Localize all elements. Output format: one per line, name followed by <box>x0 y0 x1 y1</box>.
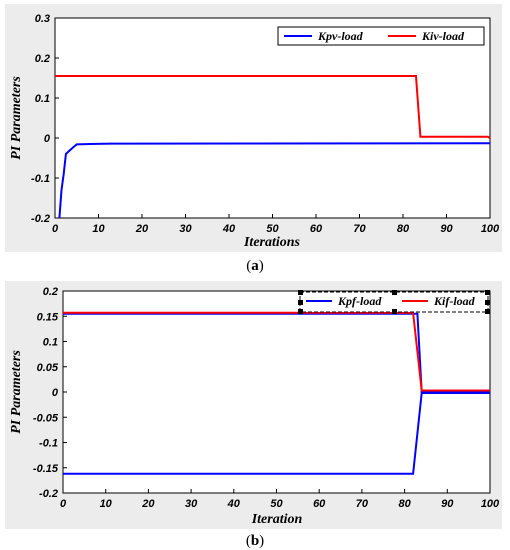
chart-b-legend-handle-4 <box>298 300 303 305</box>
chart-b-legend: Kpf-load Kif-load <box>298 290 490 314</box>
chart-b-y-axis-label: PI Parameters <box>9 350 24 434</box>
chart-a-x-tick-label: 90 <box>440 223 453 235</box>
chart-b-x-tick-label: 30 <box>185 498 198 510</box>
chart-b-x-tick-label: 90 <box>441 498 454 510</box>
chart-b-x-axis-label: Iteration <box>251 512 303 527</box>
chart-b-y-tick-label: -0.1 <box>39 438 58 450</box>
chart-a-x-tick-label: 50 <box>266 223 279 235</box>
chart-b: 0 10 20 30 40 50 60 70 80 90 100 -0.2 -0.15 -0.1 -0.0… <box>5 281 502 549</box>
chart-b-x-tick-label: 40 <box>227 498 241 510</box>
chart-b-y-tick-label: 0.2 <box>43 286 58 298</box>
chart-a-y-tick-label: -0.2 <box>31 213 50 225</box>
chart-b-y-tick-label: 0.15 <box>37 311 59 323</box>
chart-a-y-axis-label: PI Parameters <box>9 76 24 160</box>
chart-a-y-tick-label: 0.2 <box>35 53 50 65</box>
chart-a-x-tick-label: 30 <box>179 223 192 235</box>
chart-b-x-tick-label: 20 <box>141 498 155 510</box>
chart-a-x-tick-label: 70 <box>353 223 366 235</box>
chart-a-x-tick-label: 60 <box>310 223 323 235</box>
chart-b-x-tick-label: 60 <box>313 498 326 510</box>
chart-b-y-tick-label: 0.05 <box>37 362 59 374</box>
chart-a-x-tick-label: 20 <box>135 223 149 235</box>
chart-a-series-line-1 <box>55 75 491 139</box>
chart-b-x-tick-label: 0 <box>60 498 67 510</box>
chart-b-legend-handle-1 <box>298 290 303 295</box>
chart-a-legend-label-kiv: Kiv-load <box>421 29 465 43</box>
chart-b-series-lines <box>63 311 490 475</box>
chart-b-x-tick-label: 100 <box>481 498 500 510</box>
chart-a-legend-box <box>277 26 485 46</box>
chart-a-legend: Kpv-load Kiv-load <box>277 26 485 46</box>
chart-b-legend-handle-6 <box>298 309 303 314</box>
chart-a-plot-area <box>54 17 491 219</box>
chart-a-x-tick-label: 0 <box>52 223 59 235</box>
chart-b-legend-handle-8 <box>485 309 490 314</box>
chart-b-y-tick-label: -0.15 <box>33 463 59 475</box>
chart-a-series-line-0 <box>58 142 491 219</box>
chart-b-x-tick-label: 70 <box>356 498 369 510</box>
chart-b-legend-handle-2 <box>392 290 397 295</box>
chart-a-legend-label-kpv: Kpv-load <box>317 29 364 43</box>
chart-b-legend-label-kpf: Kpf-load <box>337 294 382 308</box>
chart-b-caption: (b) <box>246 533 264 549</box>
chart-b-y-tick-label: 0.1 <box>43 337 58 349</box>
chart-a-y-tick-label: -0.1 <box>31 173 50 185</box>
chart-a-y-ticks: -0.2 -0.1 0 0.1 0.2 0.3 <box>31 13 59 225</box>
chart-a-caption: (a) <box>246 258 264 274</box>
chart-b-legend-handle-7 <box>392 309 397 314</box>
chart-b-legend-handle-3 <box>485 290 490 295</box>
chart-a-y-tick-label: 0.3 <box>35 13 50 25</box>
chart-b-x-tick-label: 50 <box>270 498 283 510</box>
chart-b-y-ticks: -0.2 -0.15 -0.1 -0.05 0 0.05 0.1 0.15 0.2 <box>33 286 67 500</box>
chart-b-y-tick-label: 0 <box>52 387 59 399</box>
chart-b-x-tick-label: 10 <box>100 498 113 510</box>
chart-a-x-axis-label: Iterations <box>243 235 301 250</box>
chart-b-y-tick-label: -0.2 <box>39 488 58 500</box>
chart-a-x-tick-label: 40 <box>222 223 236 235</box>
chart-a-x-tick-label: 100 <box>481 223 500 235</box>
chart-a-series-lines <box>55 75 491 219</box>
chart-a-x-tick-label: 80 <box>397 223 410 235</box>
chart-a: 0 10 20 30 40 50 60 70 80 90 100 -0.2 -0.1 0 0.1 0.2 0.… <box>5 4 502 274</box>
chart-b-x-tick-label: 80 <box>398 498 411 510</box>
chart-b-legend-label-kif: Kif-load <box>433 294 476 308</box>
chart-a-y-tick-label: 0.1 <box>35 93 50 105</box>
chart-b-series-line-1 <box>63 311 490 392</box>
chart-a-x-tick-label: 10 <box>92 223 105 235</box>
chart-b-series-line-0-lower <box>63 392 490 475</box>
chart-a-x-ticks: 0 10 20 30 40 50 60 70 80 90 100 <box>52 214 500 235</box>
chart-a-y-tick-label: 0 <box>44 133 51 145</box>
chart-b-x-ticks: 0 10 20 30 40 50 60 70 80 90 100 <box>60 489 500 510</box>
chart-b-y-tick-label: -0.05 <box>33 412 59 424</box>
chart-b-legend-handle-5 <box>485 300 490 305</box>
